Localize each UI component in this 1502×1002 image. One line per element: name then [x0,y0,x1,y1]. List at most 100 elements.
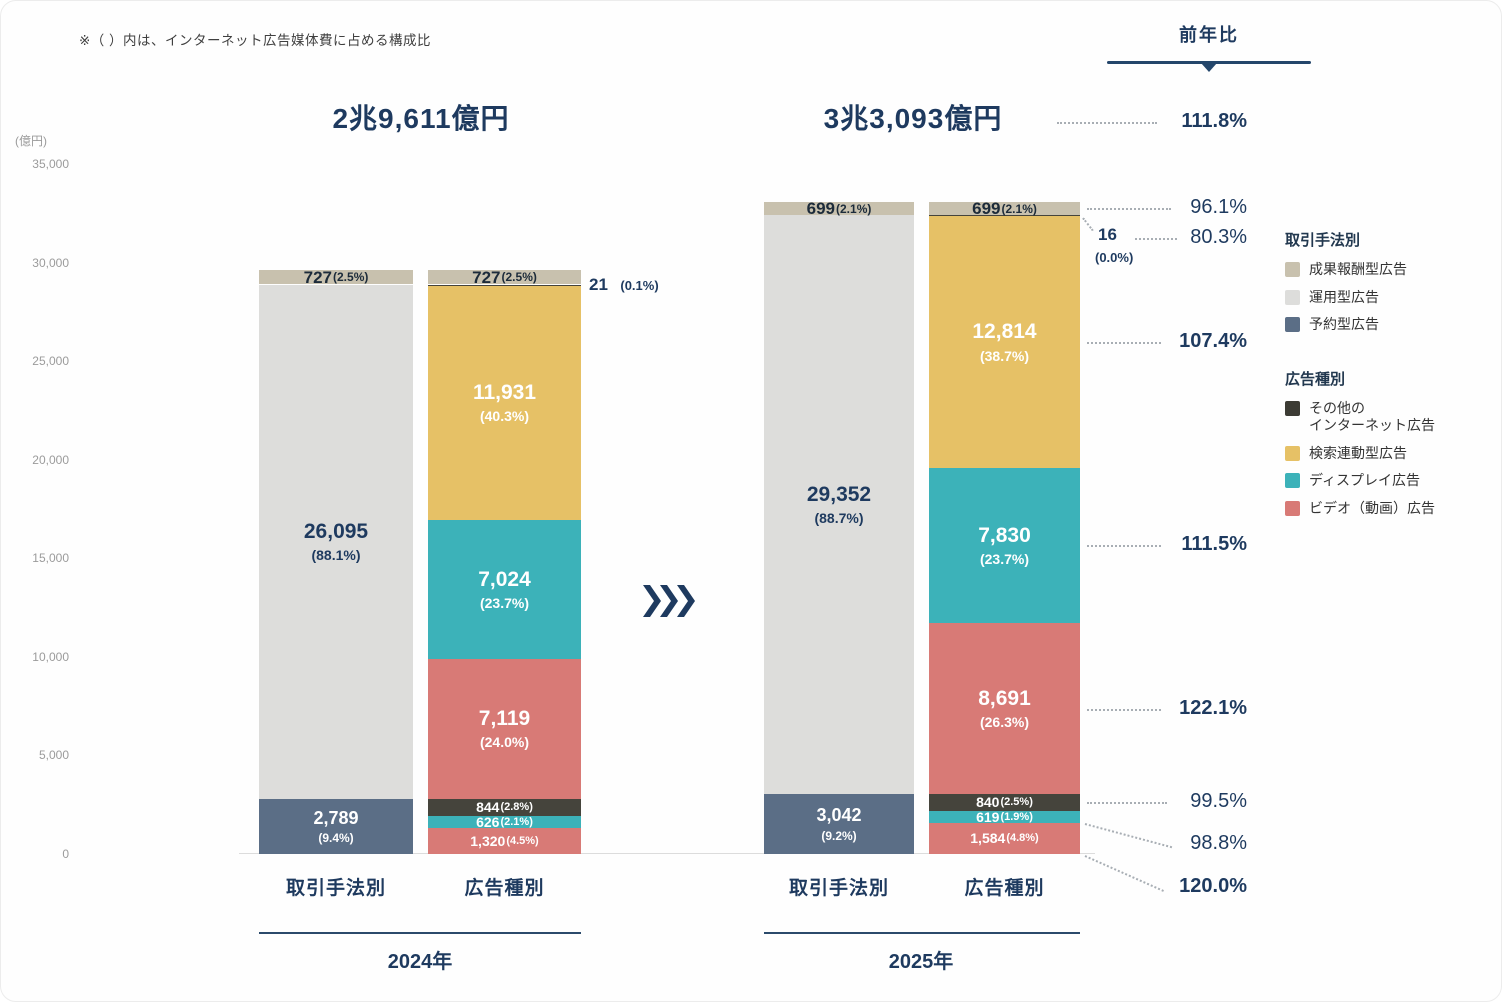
group-total-label: 3兆3,093億円 [823,103,1003,134]
year-underline [259,932,581,934]
outside-label-2025-other: 16 (0.0%) [1095,225,1133,265]
segment-label: 12,814 (38.7%) [929,216,1080,469]
legend-item-label: ディスプレイ広告 [1309,472,1421,488]
segment-value: 11,931 [472,381,537,405]
segment-label: 8,691 (26.3%) [929,623,1080,794]
yoy-notch-icon [1201,63,1217,72]
segment-label: 619 (1.9%) [929,808,1080,825]
bar-segment [428,270,581,285]
segment-value: 3,042 [816,805,862,826]
bar-segment [428,285,581,521]
year-label: 2024年 [387,951,453,973]
yoy-value: 107.4% [1179,330,1247,352]
bar-segment [259,799,413,854]
segment-percent: (88.7%) [814,510,864,527]
leader-line [1087,709,1161,711]
legend-item: 検索連動型広告 [1285,444,1501,463]
segment-label: 3,042 (9.2%) [764,794,914,854]
year-label: 2025年 [888,951,954,973]
segment-value: 1,584 [970,830,1006,847]
yoy-underline [1107,61,1311,64]
legend-item: 運用型広告 [1285,289,1501,307]
bar-segment [929,215,1080,217]
bar-segment [929,468,1080,623]
segment-label: 7,119 (24.0%) [428,659,581,799]
y-axis-tick-label: 15,000 [32,551,69,566]
segment-label: 626 (2.1%) [428,813,581,830]
leader-line [1057,122,1157,124]
segment-percent: (2.5%) [501,270,537,285]
bar-category-label: 取引手法別 [285,878,387,899]
leader-line [1087,342,1161,344]
bar-segment [428,815,581,828]
segment-percent: (1.9%) [1000,810,1033,823]
outside-label-percent: (0.1%) [620,278,659,293]
segment-value: 727 [303,267,333,287]
segment-value: 2,789 [313,807,359,828]
legend-swatch-yellow [1285,445,1300,461]
legend-panel: 取引手法別成果報酬型広告運用型広告予約型広告広告種別その他の インターネット広告… [1285,229,1501,527]
axis-baseline [239,853,1095,854]
leader-line [1082,217,1094,232]
segment-percent: (2.1%) [1001,201,1037,216]
leader-line [1084,855,1164,892]
bar-segment [764,794,914,854]
legend-swatch-red [1285,500,1300,516]
segment-percent: (9.4%) [318,831,354,846]
bar-segment [259,284,413,799]
bar-segment [428,799,581,816]
segment-label: 840 (2.5%) [929,794,1080,811]
yoy-value: 120.0% [1179,875,1247,897]
outside-label-value: 21 [589,275,608,294]
y-axis-tick-label: 0 [62,847,69,861]
year-underline [764,932,1080,934]
legend-item: 予約型広告 [1285,316,1501,334]
segment-value: 840 [976,794,1000,811]
segment-value: 626 [476,813,500,830]
bar-segment [929,622,1080,794]
segment-value: 8,691 [978,686,1031,710]
legend-item-label: その他の インターネット広告 [1309,399,1435,434]
bar-segment [929,201,1080,216]
y-axis-tick-label: 20,000 [32,452,69,467]
segment-label: 699 (2.1%) [929,198,1080,218]
segment-label: 844 (2.8%) [428,799,581,816]
segment-percent: (26.3%) [979,713,1030,730]
segment-value: 619 [976,808,1000,825]
legend-item-label: 成果報酬型広告 [1309,261,1407,277]
segment-label: 2,789 (9.4%) [259,799,413,854]
bar-segment [428,828,581,854]
segment-label: 1,320 (4.5%) [428,828,581,854]
yoy-value: 111.5% [1181,533,1247,555]
segment-percent: (23.7%) [979,551,1030,568]
legend-section-title: 取引手法別 [1285,232,1361,249]
legend-swatch-teal [1285,473,1300,488]
segment-value: 7,119 [478,707,531,731]
legend-section-title: 広告種別 [1285,370,1346,388]
legend-item-label: 検索連動型広告 [1309,444,1407,461]
segment-value: 699 [972,198,1001,218]
yoy-value: 96.1% [1190,196,1247,218]
bar-segment [764,215,914,795]
y-axis-tick-label: 35,000 [32,157,69,171]
legend-item: ディスプレイ広告 [1285,472,1501,490]
legend-swatch-blueGray [1285,317,1300,332]
legend-section-gap [1285,344,1501,368]
y-axis-tick-label: 10,000 [32,649,69,664]
note-text: ※（ ）内は、インターネット広告媒体費に占める構成比 [79,33,432,48]
segment-value: 26,095 [303,520,369,544]
legend-item-label: 予約型広告 [1309,316,1379,332]
segment-value: 699 [806,198,836,218]
bar-segment [428,284,581,286]
y-axis-tick-label: 30,000 [32,255,69,270]
segment-percent: (4.8%) [1006,832,1039,845]
triple-chevron-icon [643,585,695,617]
legend-swatch-lightGray [1285,289,1300,305]
yoy-value: 99.5% [1190,790,1247,812]
segment-label: 26,095 (88.1%) [259,285,413,799]
segment-percent: (40.3%) [479,408,530,425]
yoy-header-label: 前年比 [1179,25,1239,45]
segment-value: 7,024 [478,567,531,591]
segment-percent: (38.7%) [979,347,1030,364]
legend-item: その他の インターネット広告 [1285,399,1501,435]
